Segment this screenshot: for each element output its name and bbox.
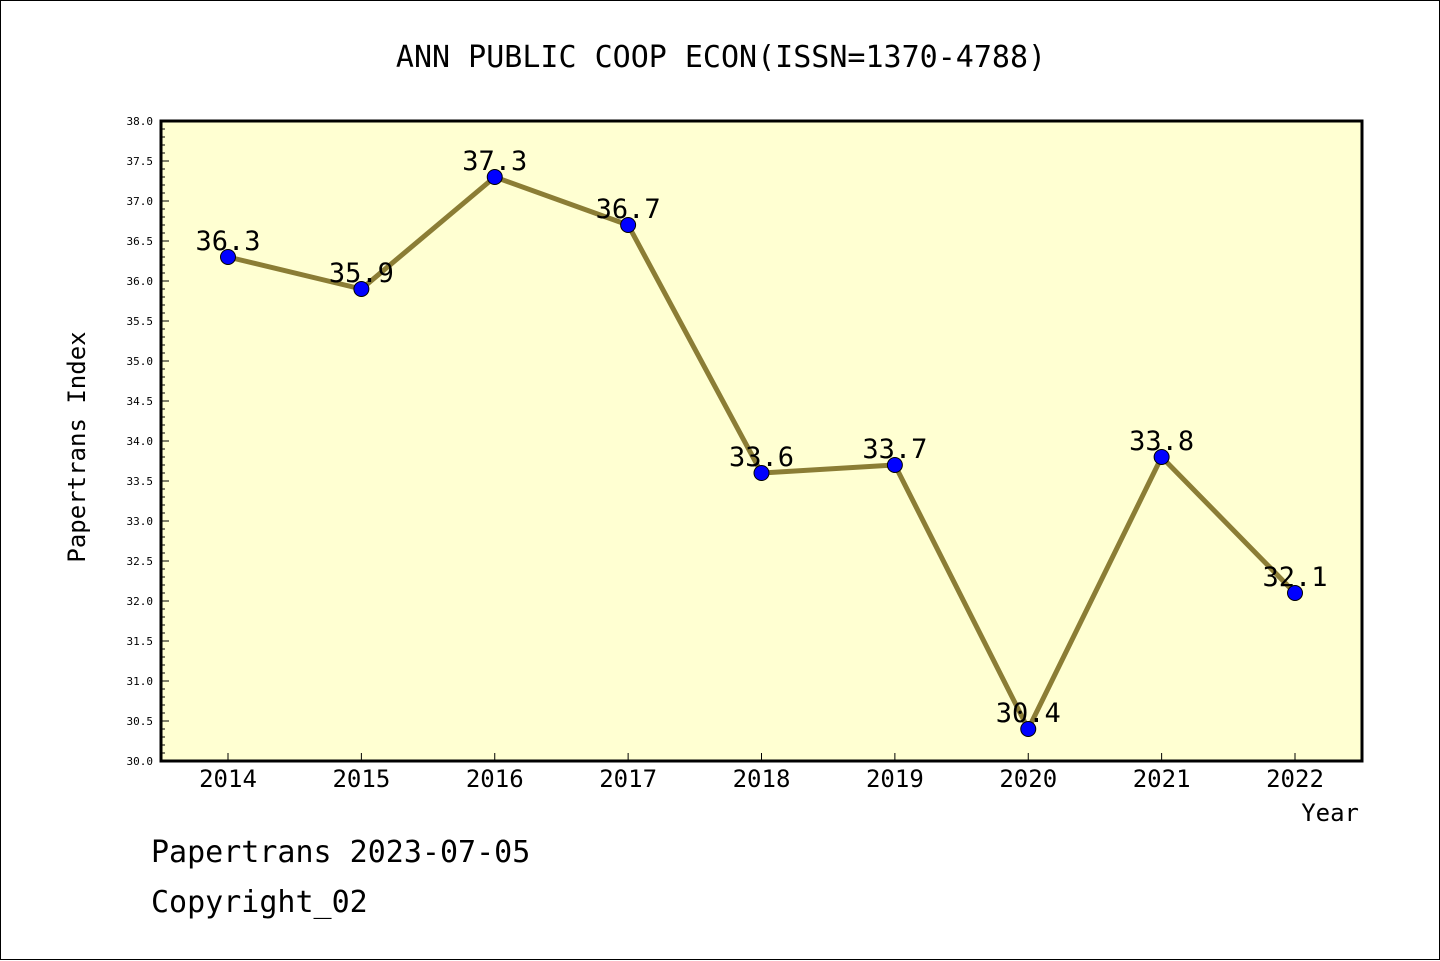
x-tick-label: 2020 bbox=[999, 765, 1057, 793]
x-tick-label: 2019 bbox=[866, 765, 924, 793]
y-tick-label: 32.0 bbox=[127, 595, 154, 608]
data-label: 35.9 bbox=[329, 258, 394, 289]
data-point-marker bbox=[1287, 585, 1303, 601]
data-point-marker bbox=[220, 249, 236, 265]
plot-area bbox=[159, 119, 1364, 763]
x-tick-label: 2014 bbox=[199, 765, 257, 793]
y-tick-label: 37.0 bbox=[127, 195, 154, 208]
y-tick-label: 30.5 bbox=[127, 715, 154, 728]
series-layer: 36.3 35.9 37.3 36.7 33.6 33.7 30.4 33.8 32.1 bbox=[195, 146, 1328, 737]
y-tick-label: 36.0 bbox=[127, 275, 154, 288]
y-tick-label: 38.0 bbox=[127, 115, 154, 128]
footer-copyright-line: Copyright_02 bbox=[151, 885, 368, 920]
y-tick-label: 32.5 bbox=[127, 555, 154, 568]
y-tick-label: 34.0 bbox=[127, 435, 154, 448]
y-tick-label: 34.5 bbox=[127, 395, 154, 408]
y-tick-label: 35.0 bbox=[127, 355, 154, 368]
footer-date-line: Papertrans 2023-07-05 bbox=[151, 835, 531, 870]
x-axis: 2014 2015 2016 2017 2018 2019 2020 2021 2022 bbox=[199, 753, 1324, 793]
x-axis-label: Year bbox=[1301, 799, 1359, 827]
y-axis: 30.0 30.5 31.0 31.5 32.0 32.5 33.0 33.5 34.0 34.5… bbox=[127, 115, 169, 768]
x-tick-label: 2015 bbox=[332, 765, 390, 793]
data-label: 30.4 bbox=[996, 698, 1061, 729]
data-label: 32.1 bbox=[1262, 562, 1327, 593]
chart-title: ANN PUBLIC COOP ECON(ISSN=1370-4788) bbox=[396, 40, 1046, 75]
x-tick-label: 2017 bbox=[599, 765, 657, 793]
data-point-marker bbox=[753, 465, 770, 481]
data-point-marker bbox=[1153, 449, 1170, 465]
y-tick-label: 30.0 bbox=[127, 755, 154, 768]
data-label: 33.6 bbox=[729, 442, 794, 473]
data-label: 36.3 bbox=[195, 226, 260, 257]
data-point-marker bbox=[886, 457, 903, 473]
y-tick-label: 37.5 bbox=[127, 155, 154, 168]
y-tick-label: 36.5 bbox=[127, 235, 154, 248]
data-label: 33.8 bbox=[1129, 426, 1194, 457]
data-label: 33.7 bbox=[862, 434, 927, 465]
y-tick-label: 33.0 bbox=[127, 515, 154, 528]
x-tick-label: 2022 bbox=[1266, 765, 1324, 793]
data-point-marker bbox=[486, 169, 503, 185]
x-tick-label: 2021 bbox=[1133, 765, 1191, 793]
y-tick-label: 33.5 bbox=[127, 475, 154, 488]
x-tick-label: 2016 bbox=[466, 765, 524, 793]
data-label: 37.3 bbox=[462, 146, 527, 177]
y-tick-label: 35.5 bbox=[127, 315, 154, 328]
data-label: 36.7 bbox=[596, 194, 661, 225]
data-point-marker bbox=[1020, 721, 1037, 737]
y-tick-label: 31.5 bbox=[127, 635, 154, 648]
y-tick-label: 31.0 bbox=[127, 675, 154, 688]
x-tick-label: 2018 bbox=[733, 765, 791, 793]
y-axis-label: Papertrans Index bbox=[63, 331, 91, 562]
data-point-marker bbox=[353, 281, 370, 297]
data-point-marker bbox=[620, 217, 637, 233]
